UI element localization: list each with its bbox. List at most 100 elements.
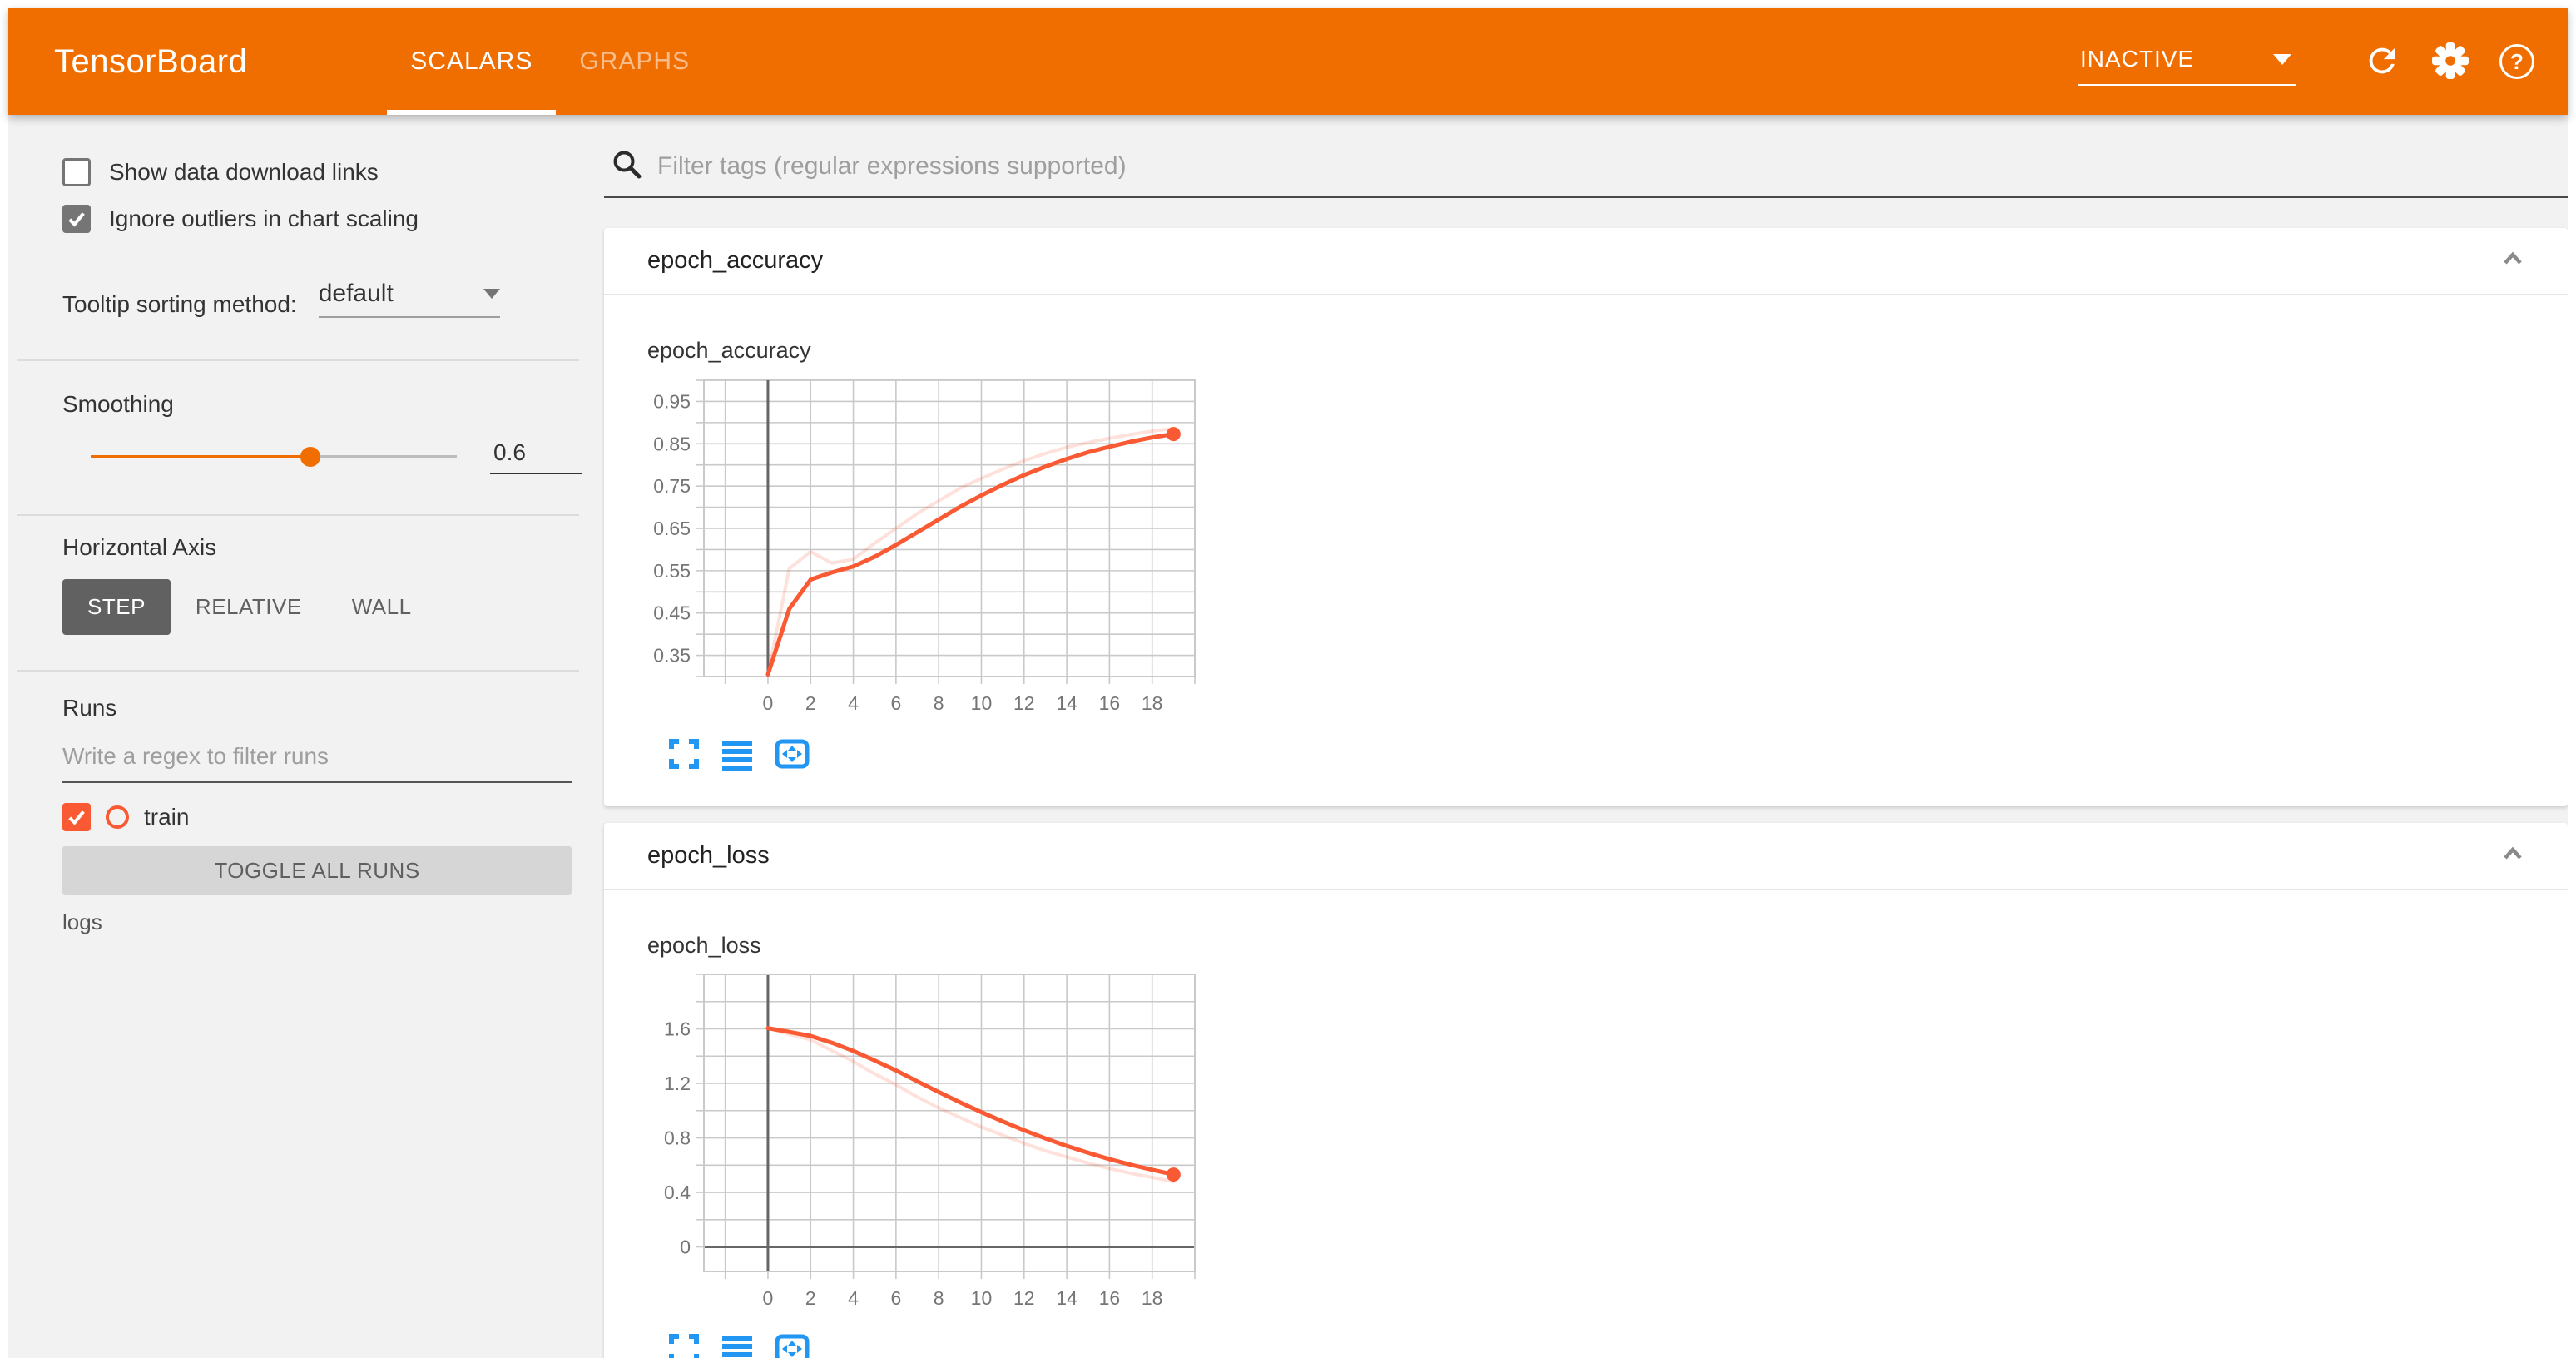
tag-filter-input[interactable] [656, 151, 2568, 181]
axis-relative-button[interactable]: RELATIVE [171, 579, 327, 635]
refresh-icon [2363, 42, 2401, 82]
chart-title: epoch_loss [647, 933, 761, 958]
status-dropdown[interactable]: INACTIVE [2078, 46, 2296, 86]
fullscreen-icon [667, 737, 701, 773]
smoothing-label: Smoothing [62, 391, 174, 417]
chart-title: epoch_accuracy [647, 338, 811, 363]
svg-text:0: 0 [763, 1287, 774, 1309]
tab-graphs[interactable]: GRAPHS [556, 8, 713, 115]
horizontal-bars-icon [721, 1332, 754, 1358]
svg-text:2: 2 [805, 1287, 816, 1309]
svg-text:0.55: 0.55 [653, 560, 691, 582]
svg-text:18: 18 [1142, 692, 1163, 714]
show-download-links-label: Show data download links [109, 159, 379, 185]
chevron-up-icon [2498, 840, 2528, 872]
axis-step-button[interactable]: STEP [62, 579, 171, 635]
card-header[interactable]: epoch_accuracy [604, 228, 2568, 295]
svg-text:12: 12 [1013, 1287, 1035, 1309]
show-download-links-checkbox[interactable] [62, 158, 91, 186]
run-train-label: train [144, 804, 190, 830]
svg-text:1.6: 1.6 [664, 1018, 691, 1040]
settings-button[interactable] [2431, 42, 2469, 82]
svg-text:0.45: 0.45 [653, 602, 691, 624]
chart-toolbar [667, 737, 2568, 773]
chevron-down-icon [483, 289, 500, 299]
svg-text:2: 2 [805, 692, 816, 714]
runs-filter-input[interactable] [62, 743, 572, 783]
tooltip-sorting-select[interactable]: default [318, 280, 500, 318]
epoch-loss-chart[interactable]: 0 2 4 6 8 10 12 14 16 18 0 0.4 0.8 1.2 1.6 [647, 970, 2568, 1327]
collapse-button[interactable] [2498, 840, 2528, 872]
help-icon: ? [2499, 44, 2534, 79]
search-icon [611, 148, 642, 184]
sidebar-divider [17, 670, 579, 672]
horizontal-axis-buttons: STEP RELATIVE WALL [62, 579, 579, 635]
chevron-up-icon [2498, 245, 2528, 277]
tensorboard-app: TensorBoard SCALARS GRAPHS INACTIVE [8, 8, 2568, 1358]
ignore-outliers-checkbox[interactable] [62, 205, 91, 233]
epoch-accuracy-chart[interactable]: 0 2 4 6 8 10 12 14 16 18 0.35 0.45 0.55 0.65 0.75 0.85 0… [647, 375, 2568, 732]
gear-icon [2431, 42, 2469, 82]
svg-text:14: 14 [1056, 692, 1077, 714]
expand-card-button[interactable] [667, 737, 701, 773]
app-title: TensorBoard [54, 42, 248, 80]
toggle-y-axis-button[interactable] [721, 1332, 754, 1358]
chart-toolbar [667, 1332, 2568, 1358]
sidebar-divider [17, 359, 579, 361]
svg-text:6: 6 [890, 692, 901, 714]
sidebar-divider [17, 514, 579, 516]
smoothing-slider[interactable] [91, 444, 457, 469]
ignore-outliers-row: Ignore outliers in chart scaling [62, 205, 579, 233]
scalar-card-epoch-accuracy: epoch_accuracy epoch_accuracy 0 2 4 6 8 10 12 1… [604, 228, 2568, 806]
chevron-down-icon [2273, 53, 2291, 65]
svg-text:16: 16 [1099, 1287, 1121, 1309]
toggle-all-runs-button[interactable]: TOGGLE ALL RUNS [62, 846, 572, 895]
smoothing-row [62, 439, 582, 474]
ignore-outliers-label: Ignore outliers in chart scaling [109, 206, 419, 231]
scalar-card-epoch-loss: epoch_loss epoch_loss 0 2 4 6 8 10 12 14 16 18 0 0.… [604, 823, 2568, 1358]
slider-fill [91, 455, 310, 458]
axis-wall-button[interactable]: WALL [327, 579, 437, 635]
card-body: epoch_accuracy 0 2 4 6 8 10 12 14 16 18 0.35 0.45 0.… [604, 295, 2568, 806]
refresh-button[interactable] [2363, 42, 2401, 82]
tooltip-sorting-value: default [318, 280, 394, 307]
card-title: epoch_accuracy [647, 247, 824, 274]
card-body: epoch_loss 0 2 4 6 8 10 12 14 16 18 0 0.4 0.8 1.2 1.6 [604, 890, 2568, 1358]
logdir-label: logs [62, 909, 102, 934]
reset-zoom-button[interactable] [774, 737, 810, 773]
collapse-button[interactable] [2498, 245, 2528, 277]
horizontal-bars-icon [721, 737, 754, 773]
run-color-swatch [106, 805, 129, 829]
svg-text:0.65: 0.65 [653, 518, 691, 539]
tab-scalars[interactable]: SCALARS [387, 8, 557, 115]
toggle-y-axis-button[interactable] [721, 737, 754, 773]
svg-text:0: 0 [680, 1237, 691, 1258]
runs-label: Runs [62, 695, 117, 721]
reset-zoom-button[interactable] [774, 1332, 810, 1358]
pan-zoom-icon [774, 1332, 810, 1358]
svg-text:0.85: 0.85 [653, 433, 691, 454]
horizontal-axis-label: Horizontal Axis [62, 534, 217, 560]
svg-text:0.75: 0.75 [653, 475, 691, 497]
sidebar: Show data download links Ignore outliers… [8, 115, 591, 1358]
pan-zoom-icon [774, 737, 810, 773]
svg-text:4: 4 [848, 692, 859, 714]
smoothing-value-input[interactable] [490, 439, 582, 474]
svg-text:0: 0 [763, 692, 774, 714]
svg-text:18: 18 [1142, 1287, 1163, 1309]
tooltip-sorting-label: Tooltip sorting method: [62, 291, 297, 317]
card-header[interactable]: epoch_loss [604, 823, 2568, 890]
help-button[interactable]: ? [2499, 44, 2534, 79]
svg-text:16: 16 [1099, 692, 1121, 714]
svg-text:10: 10 [971, 1287, 993, 1309]
tab-graphs-label: GRAPHS [579, 47, 691, 75]
svg-text:0.4: 0.4 [664, 1182, 691, 1203]
svg-text:6: 6 [890, 1287, 901, 1309]
svg-text:14: 14 [1056, 1287, 1077, 1309]
svg-text:8: 8 [934, 1287, 944, 1309]
run-row-train: train [62, 803, 579, 831]
expand-card-button[interactable] [667, 1332, 701, 1358]
slider-handle[interactable] [300, 447, 320, 467]
run-train-checkbox[interactable] [62, 803, 91, 831]
svg-text:12: 12 [1013, 692, 1035, 714]
